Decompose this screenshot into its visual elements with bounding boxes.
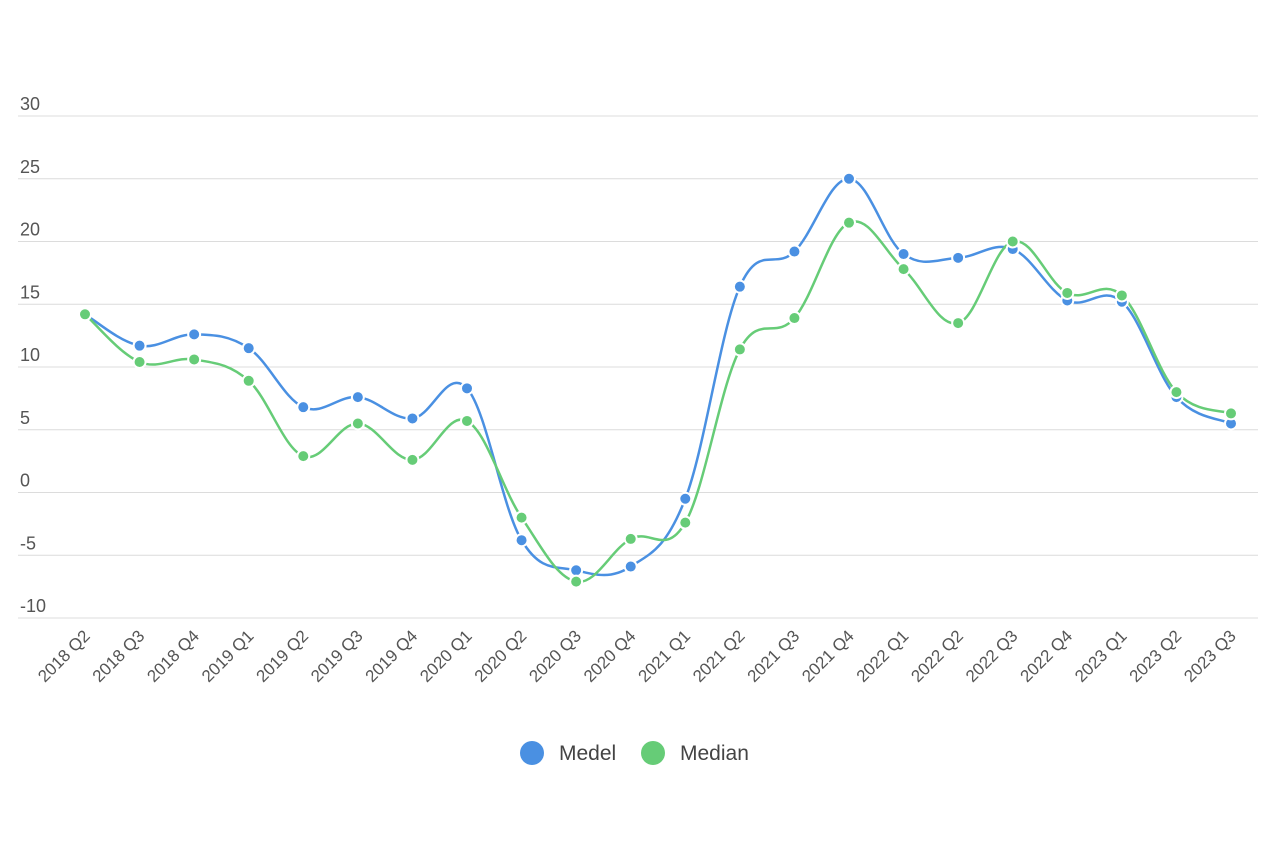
x-tick-label: 2020 Q3 bbox=[525, 626, 585, 686]
x-tick-label: 2018 Q2 bbox=[34, 626, 94, 686]
data-point-median[interactable] bbox=[296, 449, 311, 464]
x-tick-label: 2021 Q1 bbox=[635, 626, 695, 686]
data-point-medel[interactable] bbox=[842, 171, 856, 186]
x-tick-label: 2022 Q2 bbox=[907, 626, 967, 686]
series-points bbox=[78, 171, 1238, 589]
data-point-medel[interactable] bbox=[896, 247, 911, 262]
data-point-median[interactable] bbox=[1224, 406, 1238, 421]
x-tick-label: 2021 Q4 bbox=[798, 626, 858, 686]
x-tick-label: 2022 Q3 bbox=[962, 626, 1022, 686]
y-tick-label: 5 bbox=[20, 408, 30, 428]
data-point-median[interactable] bbox=[405, 452, 420, 467]
data-point-median[interactable] bbox=[732, 342, 747, 357]
data-point-medel[interactable] bbox=[623, 559, 638, 574]
y-tick-label: -5 bbox=[20, 533, 36, 553]
series-line-median bbox=[84, 220, 1232, 583]
x-tick-label: 2022 Q4 bbox=[1017, 626, 1077, 686]
grid-lines bbox=[18, 115, 1258, 619]
data-point-medel[interactable] bbox=[132, 338, 147, 353]
data-point-median[interactable] bbox=[678, 515, 693, 530]
data-point-median[interactable] bbox=[623, 531, 638, 546]
data-point-median[interactable] bbox=[1005, 234, 1020, 249]
y-tick-label: 20 bbox=[20, 220, 40, 240]
data-point-medel[interactable] bbox=[187, 327, 202, 342]
data-point-medel[interactable] bbox=[569, 563, 584, 578]
data-point-median[interactable] bbox=[460, 413, 474, 428]
legend: Medel Median bbox=[520, 741, 749, 765]
data-point-median[interactable] bbox=[350, 416, 365, 431]
data-point-median[interactable] bbox=[1169, 385, 1184, 400]
series-lines bbox=[84, 177, 1232, 583]
data-point-medel[interactable] bbox=[350, 390, 365, 405]
legend-item-median[interactable]: Median bbox=[641, 741, 749, 765]
x-tick-label: 2018 Q4 bbox=[143, 626, 203, 686]
y-tick-label: -10 bbox=[20, 596, 46, 616]
legend-swatch bbox=[520, 741, 544, 765]
x-tick-label: 2018 Q3 bbox=[89, 626, 149, 686]
x-tick-label: 2019 Q1 bbox=[198, 626, 258, 686]
data-point-medel[interactable] bbox=[405, 411, 420, 426]
y-tick-label: 30 bbox=[20, 94, 40, 114]
x-tick-label: 2023 Q3 bbox=[1180, 626, 1240, 686]
x-tick-label: 2019 Q3 bbox=[307, 626, 367, 686]
data-point-median[interactable] bbox=[514, 510, 529, 525]
x-tick-label: 2020 Q2 bbox=[471, 626, 531, 686]
data-point-median[interactable] bbox=[241, 373, 256, 388]
data-point-median[interactable] bbox=[951, 316, 966, 331]
data-point-medel[interactable] bbox=[460, 381, 474, 396]
data-point-median[interactable] bbox=[842, 215, 856, 230]
data-point-median[interactable] bbox=[787, 311, 802, 326]
data-point-medel[interactable] bbox=[951, 250, 966, 265]
data-point-median[interactable] bbox=[1060, 285, 1075, 300]
x-tick-label: 2023 Q2 bbox=[1126, 626, 1186, 686]
series-line-medel bbox=[84, 177, 1232, 577]
x-tick-label: 2022 Q1 bbox=[853, 626, 913, 686]
legend-swatch bbox=[641, 741, 665, 765]
data-point-median[interactable] bbox=[569, 574, 584, 589]
x-tick-label: 2020 Q4 bbox=[580, 626, 640, 686]
data-point-medel[interactable] bbox=[296, 400, 311, 415]
x-tick-label: 2021 Q2 bbox=[689, 626, 749, 686]
data-point-medel[interactable] bbox=[787, 244, 802, 259]
x-tick-label: 2019 Q2 bbox=[253, 626, 313, 686]
data-point-median[interactable] bbox=[78, 307, 92, 322]
y-tick-label: 0 bbox=[20, 471, 30, 491]
data-point-median[interactable] bbox=[896, 262, 911, 277]
data-point-median[interactable] bbox=[187, 352, 202, 367]
data-point-medel[interactable] bbox=[514, 533, 529, 548]
legend-item-medel[interactable]: Medel bbox=[520, 741, 616, 765]
x-tick-label: 2019 Q4 bbox=[362, 626, 422, 686]
x-tick-label: 2021 Q3 bbox=[744, 626, 804, 686]
y-tick-label: 10 bbox=[20, 345, 40, 365]
y-axis-ticks: 30 25 20 15 10 5 0 -5 -10 bbox=[20, 94, 46, 616]
data-point-medel[interactable] bbox=[732, 279, 747, 294]
data-point-medel[interactable] bbox=[241, 341, 256, 356]
data-point-medel[interactable] bbox=[678, 491, 693, 506]
y-tick-label: 15 bbox=[20, 282, 40, 302]
legend-label: Medel bbox=[559, 742, 616, 765]
data-point-median[interactable] bbox=[132, 354, 147, 369]
data-point-median[interactable] bbox=[1114, 288, 1129, 303]
legend-label: Median bbox=[680, 742, 749, 765]
x-tick-label: 2020 Q1 bbox=[416, 626, 476, 686]
x-tick-label: 2023 Q1 bbox=[1071, 626, 1131, 686]
y-tick-label: 25 bbox=[20, 157, 40, 177]
